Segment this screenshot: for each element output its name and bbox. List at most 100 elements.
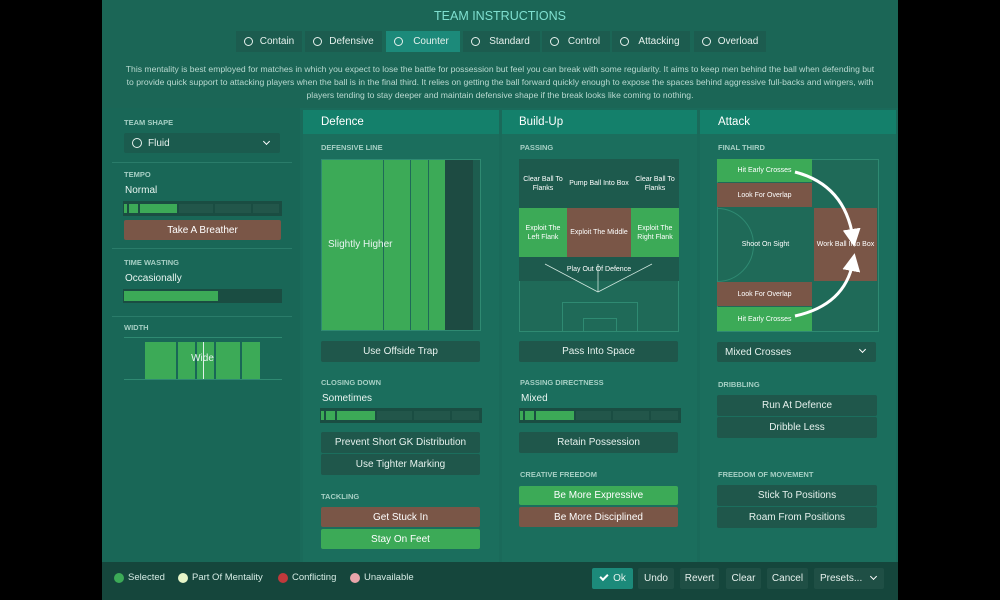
pitch-zone[interactable]: Exploit The Middle	[567, 208, 631, 257]
slider-segment	[139, 204, 177, 213]
value: Wide	[191, 353, 214, 364]
width-bar	[242, 342, 260, 379]
button[interactable]: Dribble Less	[717, 417, 877, 438]
label: TACKLING	[321, 492, 360, 501]
button[interactable]: Stick To Positions	[717, 485, 877, 506]
pitch-zone[interactable]: Hit Early Crosses	[717, 307, 812, 331]
tab-icon	[620, 37, 629, 46]
button[interactable]: Take A Breather	[124, 220, 281, 240]
pitch-zone[interactable]: Look For Overlap	[717, 282, 812, 306]
slider-segment	[651, 411, 678, 420]
penalty-box	[562, 302, 638, 332]
slider-segment	[321, 411, 324, 420]
pitch-zone[interactable]: Clear Ball To Flanks	[519, 159, 567, 208]
button[interactable]: Prevent Short GK Distribution	[321, 432, 480, 453]
separator	[112, 162, 292, 163]
action-button[interactable]: Presets...	[814, 568, 884, 589]
label: DEFENSIVE LINE	[321, 143, 383, 152]
button[interactable]: Run At Defence	[717, 395, 877, 416]
label: DRIBBLING	[718, 380, 760, 389]
separator	[112, 316, 292, 317]
action-button[interactable]: Clear	[726, 568, 761, 589]
slider-segment	[524, 411, 534, 420]
column-title: Build-Up	[519, 116, 564, 128]
label: TEMPO	[124, 170, 151, 179]
tab[interactable]: Contain	[236, 31, 302, 52]
button[interactable]: Get Stuck In	[321, 507, 480, 527]
legend-label: Part Of Mentality	[192, 572, 263, 583]
width-bar	[178, 342, 195, 379]
slider-segment	[252, 204, 279, 213]
button[interactable]: Stay On Feet	[321, 529, 480, 549]
action-button[interactable]: Ok	[592, 568, 633, 589]
tab[interactable]: Control	[542, 31, 610, 52]
dropdown[interactable]: Mixed Crosses	[717, 342, 876, 362]
header-bg	[102, 0, 898, 108]
value: Mixed	[521, 393, 548, 404]
button[interactable]: Use Offside Trap	[321, 341, 480, 362]
goal-area	[583, 318, 617, 332]
label: TIME WASTING	[124, 258, 179, 267]
value: Normal	[125, 185, 158, 196]
value: Occasionally	[125, 273, 182, 284]
footer-bg	[102, 562, 898, 600]
pitch-zone[interactable]: Exploit The Left Flank	[519, 208, 567, 257]
tab-icon	[550, 37, 559, 46]
slider-segment	[576, 411, 611, 420]
legend-label: Unavailable	[364, 572, 414, 583]
shape-icon	[132, 138, 142, 148]
button[interactable]: Roam From Positions	[717, 507, 877, 528]
button[interactable]: Pass Into Space	[519, 341, 678, 362]
legend-dot	[178, 573, 188, 583]
width-bar	[197, 342, 214, 379]
width-bar	[145, 342, 176, 379]
slider-segment	[215, 204, 251, 213]
separator	[112, 248, 292, 249]
pitch-zone[interactable]: Clear Ball To Flanks	[631, 159, 679, 208]
tab[interactable]: Attacking	[612, 31, 690, 52]
pitch-zone[interactable]: Play Out Of Defence	[519, 257, 679, 281]
legend-dot	[114, 573, 124, 583]
dropdown[interactable]: Fluid	[124, 133, 280, 153]
tab-icon	[471, 37, 480, 46]
button[interactable]: Be More Disciplined	[519, 507, 678, 527]
button[interactable]: Use Tighter Marking	[321, 454, 480, 475]
slider-segment	[413, 411, 451, 420]
tab[interactable]: Counter	[386, 31, 460, 52]
pitch-zone[interactable]: Pump Ball Into Box	[567, 159, 631, 208]
action-button[interactable]: Cancel	[767, 568, 808, 589]
legend-dot	[350, 573, 360, 583]
tab[interactable]: Standard	[463, 31, 540, 52]
value: Slightly Higher	[328, 239, 393, 250]
action-button[interactable]: Undo	[638, 568, 674, 589]
pitch-zone[interactable]: Shoot On Sight	[741, 241, 790, 248]
tab-icon	[313, 37, 322, 46]
line-divider	[383, 160, 384, 330]
column-title: Attack	[718, 116, 750, 128]
width-bar	[216, 342, 240, 379]
label: TEAM SHAPE	[124, 118, 174, 127]
tab[interactable]: Defensive	[305, 31, 382, 52]
label: CLOSING DOWN	[321, 378, 381, 387]
legend-label: Selected	[128, 572, 165, 583]
action-button[interactable]: Revert	[680, 568, 719, 589]
pitch-zone[interactable]: Hit Early Crosses	[717, 159, 812, 182]
tab-icon	[394, 37, 403, 46]
pitch-zone[interactable]: Exploit The Right Flank	[631, 208, 679, 257]
slider-segment	[452, 411, 479, 420]
button[interactable]: Be More Expressive	[519, 486, 678, 505]
legend-dot	[278, 573, 288, 583]
tab-icon	[702, 37, 711, 46]
pitch-zone[interactable]: Work Ball Into Box	[814, 208, 877, 281]
slider-segment	[128, 204, 138, 213]
slider-segment	[520, 411, 523, 420]
label: WIDTH	[124, 323, 149, 332]
value: Sometimes	[322, 393, 373, 404]
pitch-zone[interactable]: Look For Overlap	[717, 183, 812, 207]
label: PASSING DIRECTNESS	[520, 378, 604, 387]
slider-fill	[124, 291, 218, 301]
button[interactable]: Retain Possession	[519, 432, 678, 453]
tab[interactable]: Overload	[694, 31, 766, 52]
title: TEAM INSTRUCTIONS	[434, 9, 566, 23]
